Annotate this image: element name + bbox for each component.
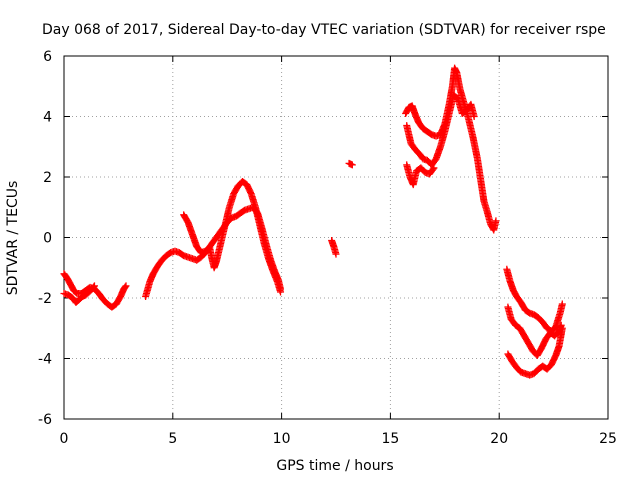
data-point (90, 283, 98, 291)
y-tick-labels: -6 -4 -2 0 2 4 6 (38, 49, 52, 428)
x-tick-label: 15 (381, 431, 399, 447)
x-tick-labels: 0 5 10 15 20 25 (60, 431, 617, 447)
y-tick-label: 6 (43, 49, 52, 65)
y-tick-label: -6 (38, 412, 52, 428)
data-point (348, 161, 356, 169)
x-tick-label: 10 (273, 431, 291, 447)
chart-title: Day 068 of 2017, Sidereal Day-to-day VTE… (42, 22, 606, 38)
data-point (90, 282, 98, 290)
data-point (557, 321, 565, 329)
axis-ticks (63, 55, 609, 420)
data-point (558, 324, 566, 332)
x-tick-label: 5 (168, 431, 177, 447)
data-point (470, 113, 478, 120)
data-point (430, 164, 438, 172)
data-point (558, 300, 566, 308)
data-points (60, 64, 566, 379)
y-tick-label: -4 (38, 352, 52, 368)
x-tick-label: 20 (490, 431, 508, 447)
data-point (122, 282, 130, 290)
data-point (332, 250, 340, 258)
x-tick-label: 25 (599, 431, 617, 447)
data-point (492, 217, 500, 225)
grid-lines (64, 56, 608, 419)
x-tick-label: 0 (60, 431, 69, 447)
data-point (277, 288, 285, 296)
y-axis-label: SDTVAR / TECUs (5, 181, 21, 296)
data-point (429, 165, 437, 173)
y-tick-label: 2 (43, 170, 52, 186)
x-axis-label: GPS time / hours (276, 458, 393, 474)
data-point (121, 283, 129, 291)
y-tick-label: 0 (43, 231, 52, 247)
y-tick-label: -2 (38, 291, 52, 307)
y-tick-label: 4 (43, 110, 52, 126)
